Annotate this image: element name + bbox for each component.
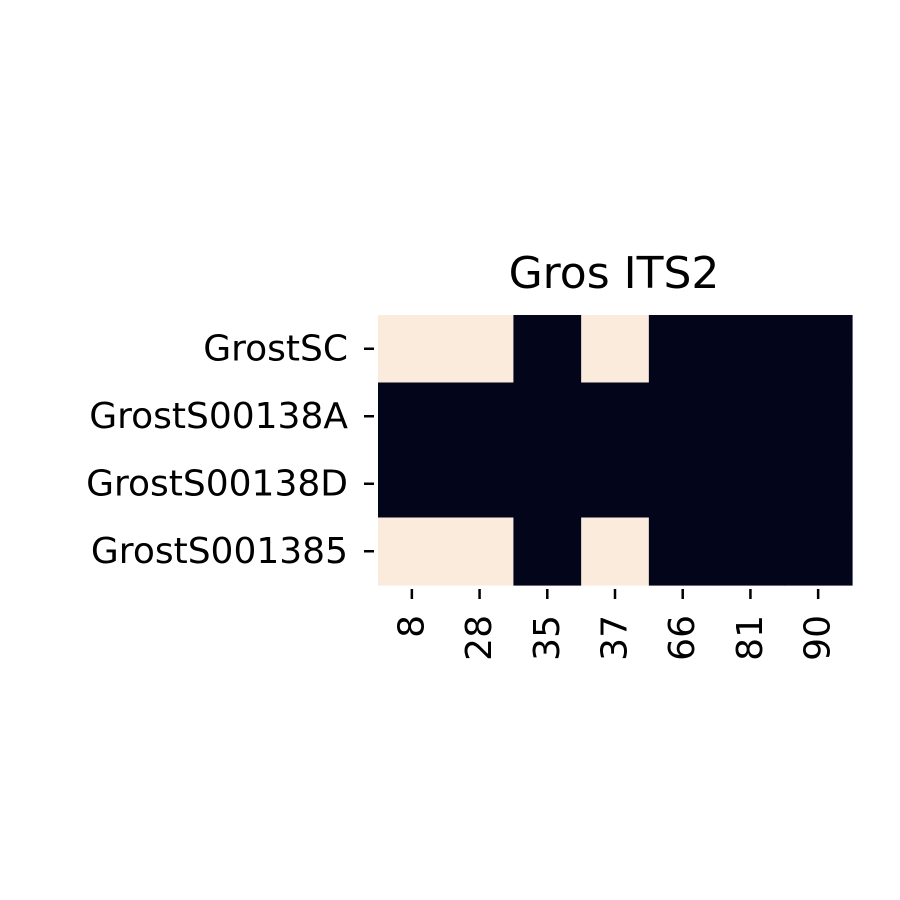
chart-title: Gros ITS2 bbox=[509, 248, 720, 299]
heatmap-cell bbox=[581, 517, 650, 586]
y-axis: GrostSC GrostS00138A GrostS00138D GrostS001… bbox=[86, 328, 374, 572]
x-tick-label: 35 bbox=[527, 615, 568, 661]
heatmap-cell bbox=[716, 315, 785, 384]
y-tick-label: GrostSC bbox=[203, 328, 348, 369]
x-tick-label: 28 bbox=[459, 615, 500, 661]
y-tick-label: GrostS001385 bbox=[91, 531, 348, 572]
x-tick-label: 8 bbox=[391, 615, 432, 638]
heatmap-cell bbox=[648, 315, 718, 384]
heatmap-cell bbox=[378, 315, 447, 384]
heatmap-cell bbox=[378, 382, 447, 451]
heatmap-cell bbox=[784, 450, 853, 519]
y-tick-label: GrostS00138A bbox=[89, 396, 348, 437]
x-tick-label: 37 bbox=[595, 615, 636, 661]
heatmap-cell bbox=[648, 382, 718, 451]
heatmap-cell bbox=[784, 315, 853, 384]
x-tick-label: 90 bbox=[798, 615, 839, 661]
heatmap-cell bbox=[445, 517, 515, 586]
heatmap-cell bbox=[648, 517, 718, 586]
heatmap-cell bbox=[716, 517, 785, 586]
heatmap-cell bbox=[445, 450, 515, 519]
heatmap-cell bbox=[378, 450, 447, 519]
x-tick-label: 81 bbox=[730, 615, 771, 661]
heatmap-cell bbox=[716, 382, 785, 451]
heatmap-cell bbox=[378, 517, 447, 586]
heatmap-cell bbox=[513, 450, 582, 519]
heatmap-cell bbox=[581, 382, 650, 451]
heatmap-cell bbox=[445, 382, 515, 451]
heatmap-cell bbox=[581, 450, 650, 519]
y-tick-label: GrostS00138D bbox=[86, 463, 348, 504]
heatmap-cell bbox=[784, 382, 853, 451]
heatmap-cell bbox=[648, 450, 718, 519]
heatmap-cell bbox=[513, 382, 582, 451]
heatmap-cells bbox=[378, 315, 853, 586]
heatmap-cell bbox=[581, 315, 650, 384]
x-axis: 8 28 35 37 66 81 90 bbox=[391, 589, 839, 661]
heatmap-cell bbox=[445, 315, 515, 384]
heatmap-cell bbox=[784, 517, 853, 586]
heatmap-cell bbox=[513, 315, 582, 384]
heatmap-cell bbox=[716, 450, 785, 519]
x-tick-label: 66 bbox=[662, 615, 703, 661]
heatmap-cell bbox=[513, 517, 582, 586]
